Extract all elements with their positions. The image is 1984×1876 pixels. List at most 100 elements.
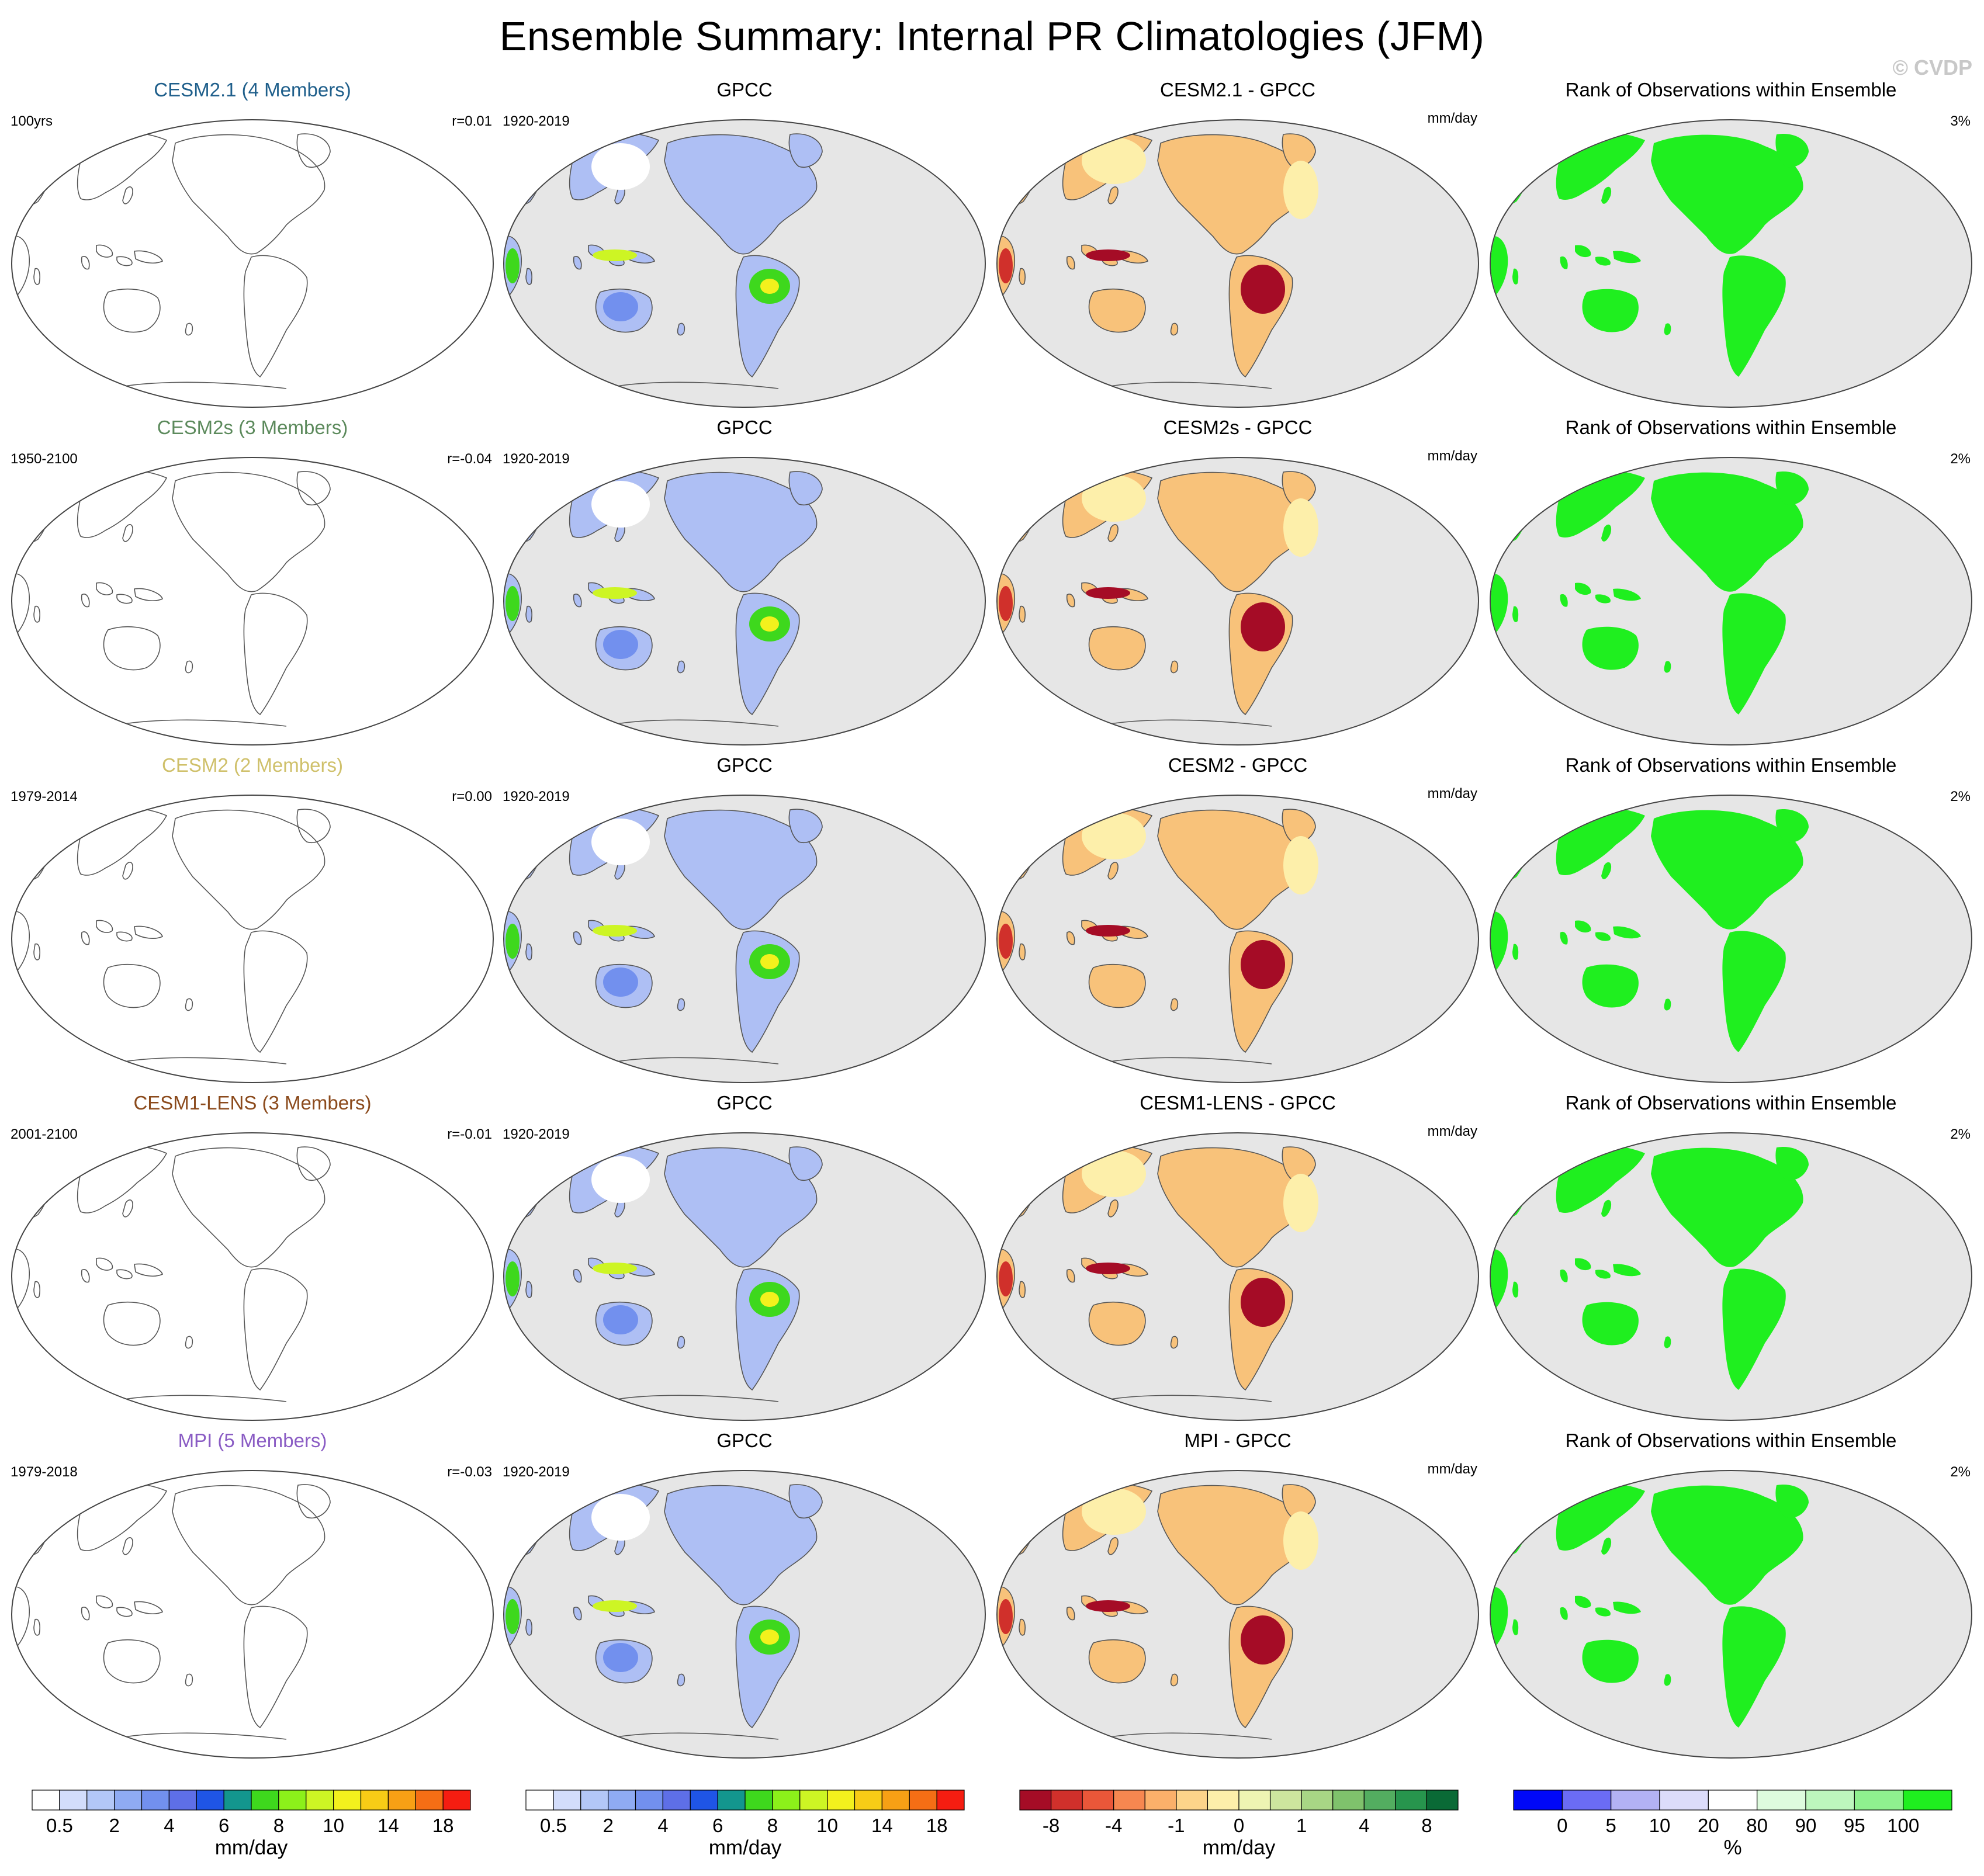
panel-diff-5: MPI - GPCC mm/day	[996, 1430, 1479, 1759]
pattern-correlation: r=-0.04	[447, 451, 492, 467]
colorbar-swatch	[32, 1790, 60, 1811]
bias-region-africa	[999, 248, 1013, 283]
map-content	[998, 1481, 1318, 1743]
colorbar-1: 0.5 2 4 6 8 10 14 18 mm/day	[32, 1790, 471, 1859]
page-title: Ensemble Summary: Internal PR Climatolog…	[499, 13, 1485, 59]
colorbar-swatch	[662, 1790, 691, 1811]
map-globe	[11, 1470, 494, 1759]
colorbar-swatch	[772, 1790, 801, 1811]
obs-title: GPCC	[716, 417, 772, 438]
bias-region-asia	[1082, 1150, 1146, 1197]
difference-units: mm/day	[1428, 786, 1477, 802]
colorbar-swatch	[881, 1790, 910, 1811]
colorbar-tick-label: 10	[1649, 1815, 1671, 1836]
obs-title: GPCC	[716, 754, 772, 776]
colorbar-tick-label: 80	[1746, 1815, 1768, 1836]
colorbar-swatch	[196, 1790, 224, 1811]
colorbar-swatch	[1332, 1790, 1365, 1811]
colorbar-tick-label: 6	[712, 1815, 723, 1836]
colorbar-swatch	[1176, 1790, 1209, 1811]
colorbar-swatch	[909, 1790, 937, 1811]
wet-region-africa	[505, 1261, 520, 1296]
rank-percent: 2%	[1950, 1126, 1971, 1142]
obs-years: 1920-2019	[503, 113, 570, 129]
model-years: 2001-2100	[11, 1126, 78, 1142]
pattern-correlation: r=-0.01	[447, 1126, 492, 1142]
wet-region-australia	[603, 1643, 638, 1672]
wet-region-australia	[603, 1305, 638, 1334]
panel-model-4: CESM1-LENS (3 Members) 2001-2100 r=-0.01	[11, 1092, 494, 1421]
colorbar-tick-label: 100	[1887, 1815, 1919, 1836]
colorbar-swatch	[387, 1790, 416, 1811]
bias-region-maritime	[1086, 1263, 1130, 1274]
difference-title: CESM1-LENS - GPCC	[1140, 1092, 1336, 1114]
colorbar-tick-label: 8	[273, 1815, 284, 1836]
colorbar-tick-label: 20	[1698, 1815, 1719, 1836]
colorbar-swatch	[936, 1790, 965, 1811]
panel-obs-3: GPCC 1920-2019	[503, 754, 986, 1083]
colorbar-swatch	[333, 1790, 362, 1811]
colorbar-swatch	[1903, 1790, 1952, 1811]
colorbar-tick-label: 8	[767, 1815, 778, 1836]
colorbar-swatch	[1019, 1790, 1052, 1811]
colorbar-tick-label: 18	[432, 1815, 454, 1836]
colorbar-units: %	[1723, 1836, 1741, 1859]
colorbar-swatch	[827, 1790, 856, 1811]
difference-units: mm/day	[1428, 1461, 1477, 1477]
rank-percent: 3%	[1950, 113, 1971, 129]
colorbar-swatch	[114, 1790, 143, 1811]
colorbar-swatch	[1513, 1790, 1563, 1811]
colorbar-swatch	[1805, 1790, 1855, 1811]
cvdp-watermark: © CVDP	[1892, 56, 1972, 79]
bias-region-atlantic	[1283, 836, 1318, 894]
panel-obs-1: GPCC 1920-2019	[503, 79, 986, 408]
bias-region-atlantic	[1283, 1174, 1318, 1232]
bias-region-atlantic	[1283, 161, 1318, 219]
bias-region-africa	[999, 586, 1013, 621]
colorbar-swatch	[1395, 1790, 1428, 1811]
model-title: MPI (5 Members)	[178, 1430, 327, 1451]
colorbar-2: 0.5 2 4 6 8 10 14 18 mm/day	[525, 1790, 965, 1859]
map-content	[998, 1143, 1318, 1405]
panel-model-5: MPI (5 Members) 1979-2018 r=-0.03	[11, 1430, 494, 1759]
map-globe	[11, 119, 494, 408]
rank-title: Rank of Observations within Ensemble	[1566, 1430, 1897, 1451]
colorbar-tick-label: 1	[1296, 1815, 1307, 1836]
colorbar-swatch	[1854, 1790, 1904, 1811]
colorbar-4: 0 5 10 20 80 90 95 100%	[1513, 1790, 1952, 1859]
colorbar-tick-label: 4	[657, 1815, 668, 1836]
obs-years: 1920-2019	[503, 789, 570, 805]
map-globe	[11, 457, 494, 745]
dry-region-asia	[591, 819, 650, 865]
model-title: CESM2 (2 Members)	[162, 754, 343, 776]
model-title: CESM2.1 (4 Members)	[154, 79, 351, 100]
colorbar-swatch	[442, 1790, 471, 1811]
colorbar-swatch	[608, 1790, 636, 1811]
bias-region-africa	[999, 1261, 1013, 1296]
colorbar-swatch	[1207, 1790, 1239, 1811]
colorbar-tick-label: 2	[109, 1815, 119, 1836]
colorbar-tick-label: 4	[164, 1815, 174, 1836]
wet-region-maritime	[593, 587, 637, 599]
colorbar-units: mm/day	[1203, 1836, 1276, 1859]
colorbar-swatch	[1708, 1790, 1758, 1811]
wet-core-amazon	[760, 954, 779, 969]
colorbar-swatch	[1426, 1790, 1459, 1811]
bias-region-africa	[999, 1599, 1013, 1634]
obs-years: 1920-2019	[503, 1126, 570, 1142]
bias-region-maritime	[1086, 249, 1130, 261]
colorbar-tick-label: 14	[378, 1815, 399, 1836]
colorbar-swatch	[251, 1790, 279, 1811]
wet-core-amazon	[760, 1292, 779, 1307]
colorbar-swatch	[854, 1790, 882, 1811]
panel-model-3: CESM2 (2 Members) 1979-2014 r=0.00	[11, 754, 494, 1083]
colorbar-swatch	[799, 1790, 828, 1811]
panel-obs-5: GPCC 1920-2019	[503, 1430, 986, 1759]
model-title: CESM1-LENS (3 Members)	[133, 1092, 371, 1114]
rank-title: Rank of Observations within Ensemble	[1566, 417, 1897, 438]
colorbar-swatch	[1238, 1790, 1271, 1811]
wet-core-amazon	[760, 279, 779, 294]
colorbar-swatch	[1050, 1790, 1083, 1811]
obs-years: 1920-2019	[503, 1464, 570, 1480]
colorbar-tick-label: 0.5	[46, 1815, 73, 1836]
